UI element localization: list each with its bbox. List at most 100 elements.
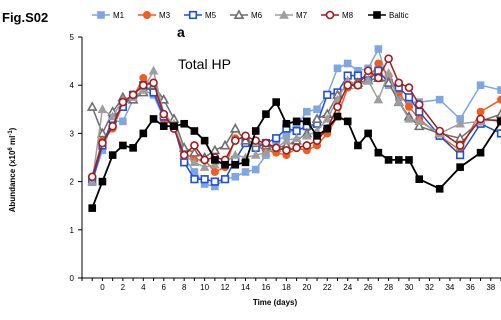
data-point-m6 [97,127,108,138]
x-tick-label: 8 [182,283,187,292]
data-point-m8 [128,90,138,100]
x-tick-label: 36 [466,283,475,292]
data-point-m5 [200,175,209,184]
data-point-baltic [170,122,178,130]
y-axis-label: Abundance (x106 ml-1) [8,127,17,212]
data-point-m8 [343,80,353,90]
data-point-m6 [209,144,221,155]
x-tick-label: 26 [364,283,373,292]
data-point-m8 [394,78,404,88]
legend-entry-m8: M8 [321,10,354,20]
data-point-baltic [221,160,229,169]
legend-marker [325,10,335,20]
data-point-m3 [497,95,501,104]
legend-label: M6 [251,11,263,20]
data-point-baltic [323,124,332,133]
data-point-m6 [383,77,394,87]
data-point-m7 [230,150,241,159]
data-point-baltic [405,156,413,164]
data-point-m1 [435,95,444,104]
data-point-m8 [292,143,301,153]
data-point-m5 [210,177,219,186]
panel-letter: a [177,24,185,40]
legend-entry-m5: M5 [184,10,217,20]
x-tick-label: 0 [100,283,105,292]
series-baltic [88,98,501,212]
data-point-baltic [272,98,280,106]
data-point-baltic [292,117,301,126]
y-tick-label: 3 [70,129,75,138]
data-point-m6 [229,122,241,133]
data-point-baltic [200,136,209,145]
data-point-m3 [374,59,383,68]
data-point-baltic [456,163,464,171]
data-point-m5 [496,129,501,138]
x-tick-label: 32 [425,283,434,292]
data-point-m6 [495,108,501,119]
data-point-m8 [87,172,97,182]
data-point-baltic [282,119,291,128]
data-point-baltic [119,141,127,150]
data-point-m8 [118,97,128,107]
data-point-m8 [455,141,465,150]
data-point-m7 [404,113,414,123]
x-tick-label: 2 [121,283,126,292]
data-point-m7 [138,84,149,94]
data-point-baltic [231,160,240,169]
data-point-m7 [455,118,465,128]
data-point-m3 [405,102,414,111]
data-point-m6 [86,101,98,111]
data-point-m7 [414,116,425,126]
data-point-m3 [139,73,148,82]
data-point-m7 [210,159,220,169]
data-point-baltic [476,148,485,157]
data-point-m6 [240,134,251,145]
legend-label: M5 [205,11,217,20]
data-point-m8 [200,155,209,165]
data-point-m6 [413,120,425,131]
data-point-m6 [311,113,323,123]
data-point-baltic [384,156,393,164]
legend-entry-m3: M3 [138,11,171,20]
data-point-baltic [211,156,219,164]
data-point-m8 [149,78,158,88]
data-point-m8 [302,141,312,150]
data-point-m5 [323,90,332,99]
data-point-m5 [220,175,230,184]
data-point-m8 [363,66,373,76]
data-point-m8 [190,141,199,150]
x-tick-label: 4 [141,283,146,292]
y-tick-label: 2 [70,178,75,187]
data-point-m8 [476,114,485,124]
data-point-m7 [97,104,108,113]
data-point-m8 [261,138,271,148]
data-point-m1 [497,86,501,94]
data-point-baltic [88,204,97,212]
data-point-baltic [98,177,107,186]
data-point-baltic [241,158,250,167]
data-point-m7 [301,130,312,140]
data-point-m7 [199,162,210,171]
data-point-baltic [108,151,117,159]
data-point-baltic [159,122,168,130]
data-point-m8 [159,109,169,119]
data-point-m5 [272,134,281,143]
y-tick-label: 1 [70,226,75,235]
legend-marker [143,11,151,19]
x-axis-label: Time (days) [253,298,298,307]
legend-entry-m1: M1 [92,11,125,20]
data-point-m1 [333,64,342,73]
data-point-baltic [354,141,362,150]
data-point-m8 [98,138,107,148]
data-point-m7 [250,150,261,159]
legend-marker [97,11,105,19]
data-point-m8 [374,73,383,83]
data-point-baltic [333,112,342,121]
legend-label: Baltic [389,11,409,20]
data-point-m8 [435,126,444,136]
data-point-baltic [343,117,352,126]
data-point-m6 [158,94,170,104]
data-point-m7 [281,135,292,145]
data-point-m1 [119,117,127,126]
